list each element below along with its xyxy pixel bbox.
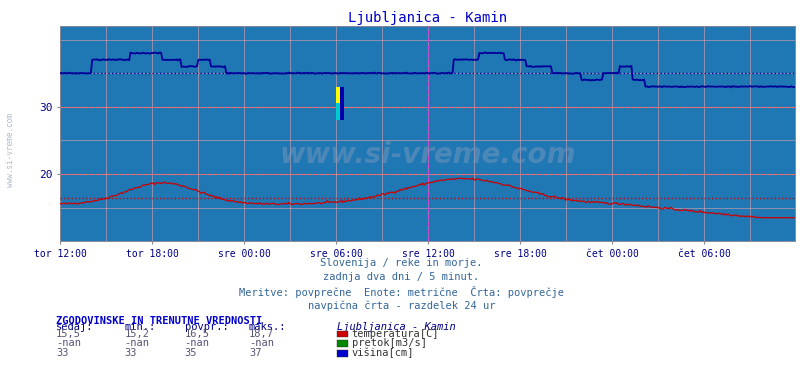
- Text: www.si-vreme.com: www.si-vreme.com: [279, 141, 575, 169]
- Text: temperatura[C]: temperatura[C]: [351, 329, 439, 338]
- Text: -nan: -nan: [124, 338, 149, 348]
- Text: 35: 35: [184, 348, 197, 358]
- Text: -nan: -nan: [184, 338, 209, 348]
- Text: Slovenija / reke in morje.: Slovenija / reke in morje.: [320, 258, 482, 268]
- Text: pretok[m3/s]: pretok[m3/s]: [351, 338, 426, 348]
- Text: maks.:: maks.:: [249, 322, 286, 332]
- Text: 15,2: 15,2: [124, 329, 149, 338]
- Text: 18,7: 18,7: [249, 329, 273, 338]
- Text: 15,5: 15,5: [56, 329, 81, 338]
- Text: -nan: -nan: [249, 338, 273, 348]
- Text: ZGODOVINSKE IN TRENUTNE VREDNOSTI: ZGODOVINSKE IN TRENUTNE VREDNOSTI: [56, 316, 262, 325]
- Text: zadnja dva dni / 5 minut.: zadnja dva dni / 5 minut.: [323, 272, 479, 282]
- Text: Ljubljanica - Kamin: Ljubljanica - Kamin: [337, 322, 456, 332]
- Text: višina[cm]: višina[cm]: [351, 348, 414, 358]
- Bar: [336, 87, 343, 120]
- Text: sedaj:: sedaj:: [56, 322, 94, 332]
- Text: 37: 37: [249, 348, 261, 358]
- Text: min.:: min.:: [124, 322, 156, 332]
- Bar: [339, 87, 343, 120]
- Text: navpična črta - razdelek 24 ur: navpična črta - razdelek 24 ur: [307, 301, 495, 311]
- Text: 33: 33: [124, 348, 137, 358]
- Bar: [336, 104, 343, 120]
- Text: www.si-vreme.com: www.si-vreme.com: [6, 113, 15, 187]
- Text: Meritve: povprečne  Enote: metrične  Črta: povprečje: Meritve: povprečne Enote: metrične Črta:…: [239, 286, 563, 298]
- Text: 33: 33: [56, 348, 69, 358]
- Text: povpr.:: povpr.:: [184, 322, 228, 332]
- Bar: [60, 26, 794, 241]
- Text: 16,5: 16,5: [184, 329, 209, 338]
- Title: Ljubljanica - Kamin: Ljubljanica - Kamin: [347, 11, 507, 25]
- Text: -nan: -nan: [56, 338, 81, 348]
